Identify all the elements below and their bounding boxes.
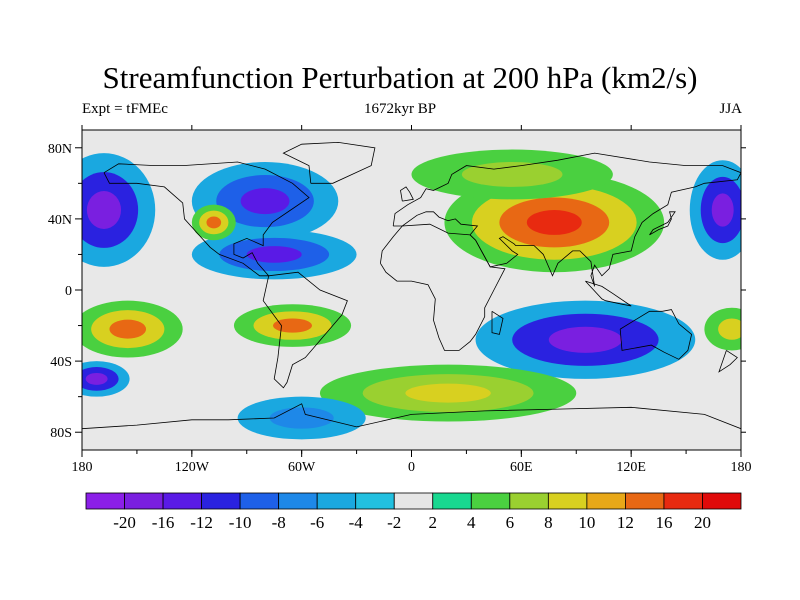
field-contour-12-2	[85, 372, 108, 385]
field-contour-5-3	[526, 210, 582, 235]
x-tick-label-2: 60W	[288, 460, 316, 475]
field-contour-4-2	[206, 216, 222, 229]
coast-britain	[400, 186, 414, 202]
streamfunction-field	[82, 149, 741, 440]
coast-africa	[380, 223, 506, 351]
colorbar-bin-15	[663, 492, 703, 510]
colorbar-bin-11	[509, 492, 549, 510]
coast-madagascar	[491, 310, 504, 335]
colorbar-label-12: 10	[578, 513, 595, 532]
colorbar-bin-16	[702, 492, 742, 510]
axis-ticks: 180 120W 60W 0 60E 120E 180 80N 40N 0 40S 80S	[48, 125, 752, 475]
colorbar: -20 -16 -12 -10 -8 -6 -4 -2 2 4 6 8 10 12 16 20	[85, 492, 742, 532]
y-tick-label-0: 80N	[48, 142, 72, 157]
season-label: JJA	[719, 101, 742, 117]
coast-indonesia	[585, 280, 632, 307]
time-label: 1672kyr BP	[363, 101, 437, 117]
colorbar-label-11: 8	[544, 513, 553, 532]
field-contour-11-1	[269, 407, 334, 429]
colorbar-bin-13	[586, 492, 626, 510]
colorbar-bin-14	[625, 492, 665, 510]
coast-south-america	[262, 271, 348, 389]
colorbar-bin-9	[432, 492, 472, 510]
field-contour-13-1	[718, 318, 741, 340]
x-tick-label-5: 120E	[616, 460, 646, 475]
field-contour-7-2	[109, 319, 147, 339]
colorbar-label-4: -8	[272, 513, 286, 532]
coast-greenland	[282, 141, 376, 184]
field-contour-9-2	[548, 326, 623, 353]
colorbar-label-10: 6	[506, 513, 515, 532]
colorbar-bin-5	[278, 492, 318, 510]
field-contour-8-2	[272, 318, 313, 333]
y-tick-label-2: 0	[65, 284, 72, 299]
colorbar-bin-12	[547, 492, 588, 510]
x-tick-label-1: 120W	[175, 460, 210, 475]
colorbar-bin-7	[355, 492, 395, 510]
field-contour-10-2	[405, 383, 491, 403]
y-tick-label-3: 40S	[50, 355, 72, 370]
colorbar-bin-8	[393, 492, 434, 510]
colorbar-bin-0	[85, 492, 125, 510]
coastlines	[82, 141, 741, 430]
x-tick-label-3: 0	[408, 460, 415, 475]
colorbar-label-13: 12	[617, 513, 634, 532]
plot-title: Streamfunction Perturbation at 200 hPa (…	[102, 60, 698, 95]
colorbar-label-6: -4	[349, 513, 364, 532]
colorbar-bin-2	[162, 492, 202, 510]
colorbar-label-8: 2	[429, 513, 438, 532]
coast-australia	[619, 309, 693, 360]
field-contour-3-2	[246, 246, 302, 263]
coast-antarctica	[82, 403, 741, 430]
coast-eurasia	[392, 152, 741, 287]
experiment-label: Expt = tFMEc	[82, 101, 168, 117]
field-contour-1-2	[711, 193, 734, 227]
colorbar-label-15: 20	[694, 513, 711, 532]
field-contour-2-2	[240, 188, 290, 215]
colorbar-bin-1	[124, 492, 164, 510]
colorbar-bin-6	[316, 492, 357, 510]
y-tick-label-1: 40N	[48, 213, 72, 228]
colorbar-bin-10	[470, 492, 511, 510]
coast-japan	[649, 211, 676, 236]
field-contour-0-2	[86, 191, 122, 229]
y-tick-label-4: 80S	[50, 426, 72, 441]
coast-north-america	[103, 161, 310, 277]
coast-new-zealand	[718, 350, 738, 373]
colorbar-bin-4	[239, 492, 280, 510]
colorbar-label-1: -16	[152, 513, 175, 532]
field-contour-6-1	[461, 162, 563, 187]
x-tick-label-0: 180	[72, 460, 93, 475]
colorbar-label-9: 4	[467, 513, 476, 532]
colorbar-label-5: -6	[310, 513, 324, 532]
colorbar-bin-3	[201, 492, 241, 510]
colorbar-label-0: -20	[113, 513, 136, 532]
x-tick-label-6: 180	[731, 460, 752, 475]
colorbar-label-14: 16	[655, 513, 672, 532]
x-tick-label-4: 60E	[510, 460, 533, 475]
colorbar-label-2: -12	[190, 513, 213, 532]
colorbar-label-3: -10	[229, 513, 252, 532]
colorbar-label-7: -2	[387, 513, 401, 532]
